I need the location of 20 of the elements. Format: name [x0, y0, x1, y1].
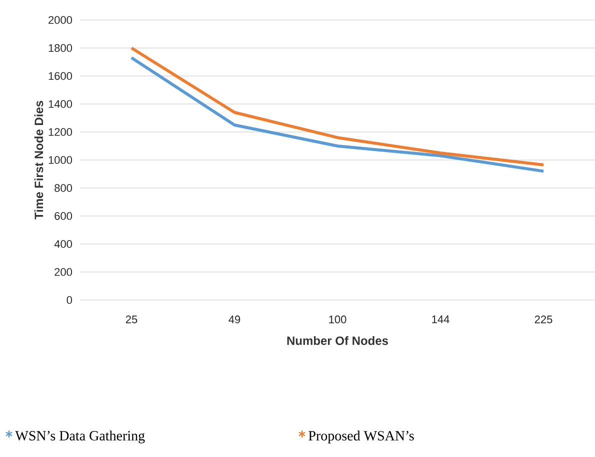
y-tick-label: 2000 — [48, 16, 72, 24]
x-tick-label: 25 — [126, 316, 138, 324]
y-tick-label: 1800 — [48, 44, 72, 52]
y-tick-label: 1400 — [48, 100, 72, 108]
y-tick-label: 600 — [54, 212, 72, 220]
x-tick-label: 49 — [228, 316, 240, 324]
x-tick-label: 144 — [432, 316, 450, 324]
y-tick-label: 1200 — [48, 128, 72, 136]
legend-label: Proposed WSAN’s — [308, 430, 414, 444]
y-tick-label: 0 — [66, 296, 72, 304]
y-tick-label: 1000 — [48, 156, 72, 164]
y-axis-title: Time First Node Dies — [34, 100, 44, 220]
x-tick-label: 225 — [534, 316, 552, 324]
y-tick-label: 800 — [54, 184, 72, 192]
legend-label: WSN’s Data Gathering — [15, 430, 145, 444]
y-tick-label: 200 — [54, 268, 72, 276]
y-tick-label: 1600 — [48, 72, 72, 80]
x-tick-label: 100 — [329, 316, 346, 324]
y-tick-label: 400 — [54, 240, 72, 248]
x-axis-title: Number Of Nodes — [287, 336, 388, 345]
